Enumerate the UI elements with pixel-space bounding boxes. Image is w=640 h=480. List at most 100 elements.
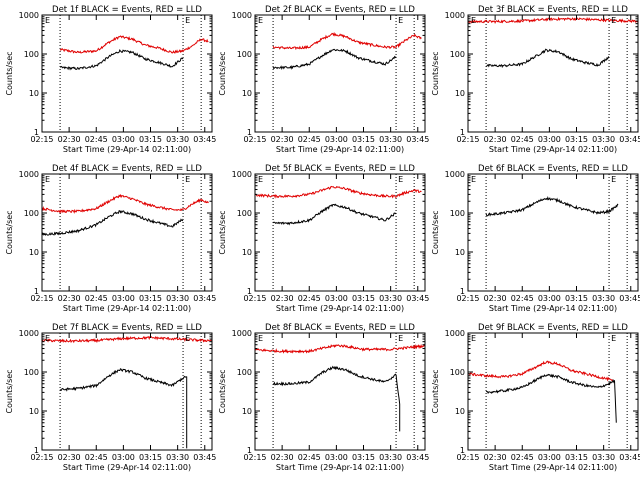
x-tick-label: 03:15 xyxy=(139,135,162,144)
plot-frame xyxy=(467,332,639,451)
event-marker: E xyxy=(258,334,263,343)
x-tick-label: 03:30 xyxy=(166,294,189,303)
panel-title: Det 7f BLACK = Events, RED = LLD xyxy=(52,323,202,333)
panel-2: Det 2f BLACK = Events, RED = LLD Counts/s… xyxy=(218,5,429,154)
x-tick-label: 02:45 xyxy=(298,453,321,462)
y-tick-label: 1000 xyxy=(19,170,39,179)
y-tick-label: 1 xyxy=(34,287,39,296)
x-tick-label: 03:45 xyxy=(193,135,216,144)
y-tick-label: 1000 xyxy=(445,170,465,179)
x-tick-label: 03:30 xyxy=(379,135,402,144)
x-tick-label: 03:30 xyxy=(166,135,189,144)
y-tick-label: 1000 xyxy=(445,11,465,20)
x-tick-label: 03:15 xyxy=(565,294,588,303)
panel-title: Det 8f BLACK = Events, RED = LLD xyxy=(265,323,415,333)
lld-series xyxy=(59,35,209,54)
y-tick-label: 10 xyxy=(242,89,252,98)
x-tick-label: 03:30 xyxy=(592,453,615,462)
plot-frame xyxy=(467,14,639,133)
x-tick-label: 02:30 xyxy=(484,135,507,144)
x-tick-label: 03:15 xyxy=(139,453,162,462)
x-tick-label: 03:00 xyxy=(538,135,561,144)
plot-frame xyxy=(41,332,213,451)
event-marker: E xyxy=(185,175,190,184)
x-tick-label: 03:15 xyxy=(352,294,375,303)
lld-series xyxy=(254,185,422,199)
x-tick-label: 03:00 xyxy=(325,135,348,144)
y-tick-label: 10 xyxy=(29,248,39,257)
y-tick-label: 1 xyxy=(247,128,252,137)
panel-title: Det 5f BLACK = Events, RED = LLD xyxy=(265,164,415,174)
panel-7: Det 7f BLACK = Events, RED = LLD Counts/s… xyxy=(5,323,216,472)
x-tick-label: 03:00 xyxy=(325,453,348,462)
event-marker: E xyxy=(258,175,263,184)
lld-series xyxy=(467,360,615,383)
x-tick-label: 02:30 xyxy=(58,453,81,462)
x-tick-label: 02:30 xyxy=(484,453,507,462)
x-tick-label: 03:45 xyxy=(193,294,216,303)
panel-title: Det 9f BLACK = Events, RED = LLD xyxy=(478,323,628,333)
x-tick-label: 02:45 xyxy=(298,294,321,303)
panel-9: Det 9f BLACK = Events, RED = LLD Counts/s… xyxy=(431,323,640,472)
event-marker: E xyxy=(45,16,50,25)
x-tick-label: 03:30 xyxy=(592,294,615,303)
y-tick-label: 10 xyxy=(455,407,465,416)
y-tick-label: 1000 xyxy=(19,329,39,338)
y-tick-label: 1 xyxy=(460,287,465,296)
events-series xyxy=(272,48,397,70)
x-tick-label: 02:30 xyxy=(271,294,294,303)
y-tick-label: 1000 xyxy=(232,329,252,338)
panel-title: Det 4f BLACK = Events, RED = LLD xyxy=(52,164,202,174)
plot-frame xyxy=(41,14,213,133)
events-series xyxy=(485,373,617,423)
y-axis-label: Counts/sec xyxy=(218,369,227,413)
event-marker: E xyxy=(471,175,476,184)
x-axis-label: Start Time (29-Apr-14 02:11:00) xyxy=(489,463,617,472)
y-tick-label: 100 xyxy=(450,209,465,218)
x-tick-label: 02:15 xyxy=(456,453,479,462)
x-tick-label: 03:30 xyxy=(166,453,189,462)
x-tick-label: 02:15 xyxy=(243,294,266,303)
y-tick-label: 10 xyxy=(455,248,465,257)
panel-title: Det 2f BLACK = Events, RED = LLD xyxy=(265,5,415,15)
x-tick-label: 03:00 xyxy=(538,453,561,462)
event-marker: E xyxy=(45,175,50,184)
x-tick-label: 03:45 xyxy=(619,453,640,462)
y-tick-label: 1000 xyxy=(232,170,252,179)
y-tick-label: 1 xyxy=(460,128,465,137)
y-tick-label: 1000 xyxy=(445,329,465,338)
lld-series xyxy=(272,31,422,51)
x-tick-label: 03:45 xyxy=(193,453,216,462)
x-tick-label: 02:30 xyxy=(58,135,81,144)
x-tick-label: 03:30 xyxy=(379,453,402,462)
y-tick-label: 1000 xyxy=(232,11,252,20)
plot-frame xyxy=(41,173,213,292)
y-tick-label: 10 xyxy=(455,89,465,98)
lld-series xyxy=(254,343,426,354)
events-series xyxy=(485,196,619,217)
lld-series xyxy=(41,335,213,344)
y-axis-label: Counts/sec xyxy=(5,369,14,413)
x-tick-label: 02:30 xyxy=(271,453,294,462)
y-axis-label: Counts/sec xyxy=(431,51,440,95)
y-tick-label: 100 xyxy=(450,368,465,377)
event-marker: E xyxy=(398,16,403,25)
plot-frame xyxy=(254,14,426,133)
y-axis-label: Counts/sec xyxy=(5,210,14,254)
x-tick-label: 03:45 xyxy=(406,294,429,303)
y-tick-label: 100 xyxy=(237,368,252,377)
y-axis-label: Counts/sec xyxy=(5,51,14,95)
y-tick-label: 100 xyxy=(237,50,252,59)
x-tick-label: 03:00 xyxy=(112,294,135,303)
x-tick-label: 02:15 xyxy=(30,294,53,303)
x-tick-label: 02:45 xyxy=(85,453,108,462)
x-axis-label: Start Time (29-Apr-14 02:11:00) xyxy=(276,145,404,154)
x-tick-label: 03:00 xyxy=(112,453,135,462)
event-marker: E xyxy=(471,334,476,343)
y-axis-label: Counts/sec xyxy=(431,210,440,254)
x-tick-label: 03:45 xyxy=(619,135,640,144)
events-series xyxy=(41,210,184,237)
y-tick-label: 1000 xyxy=(19,11,39,20)
x-tick-label: 02:45 xyxy=(511,453,534,462)
